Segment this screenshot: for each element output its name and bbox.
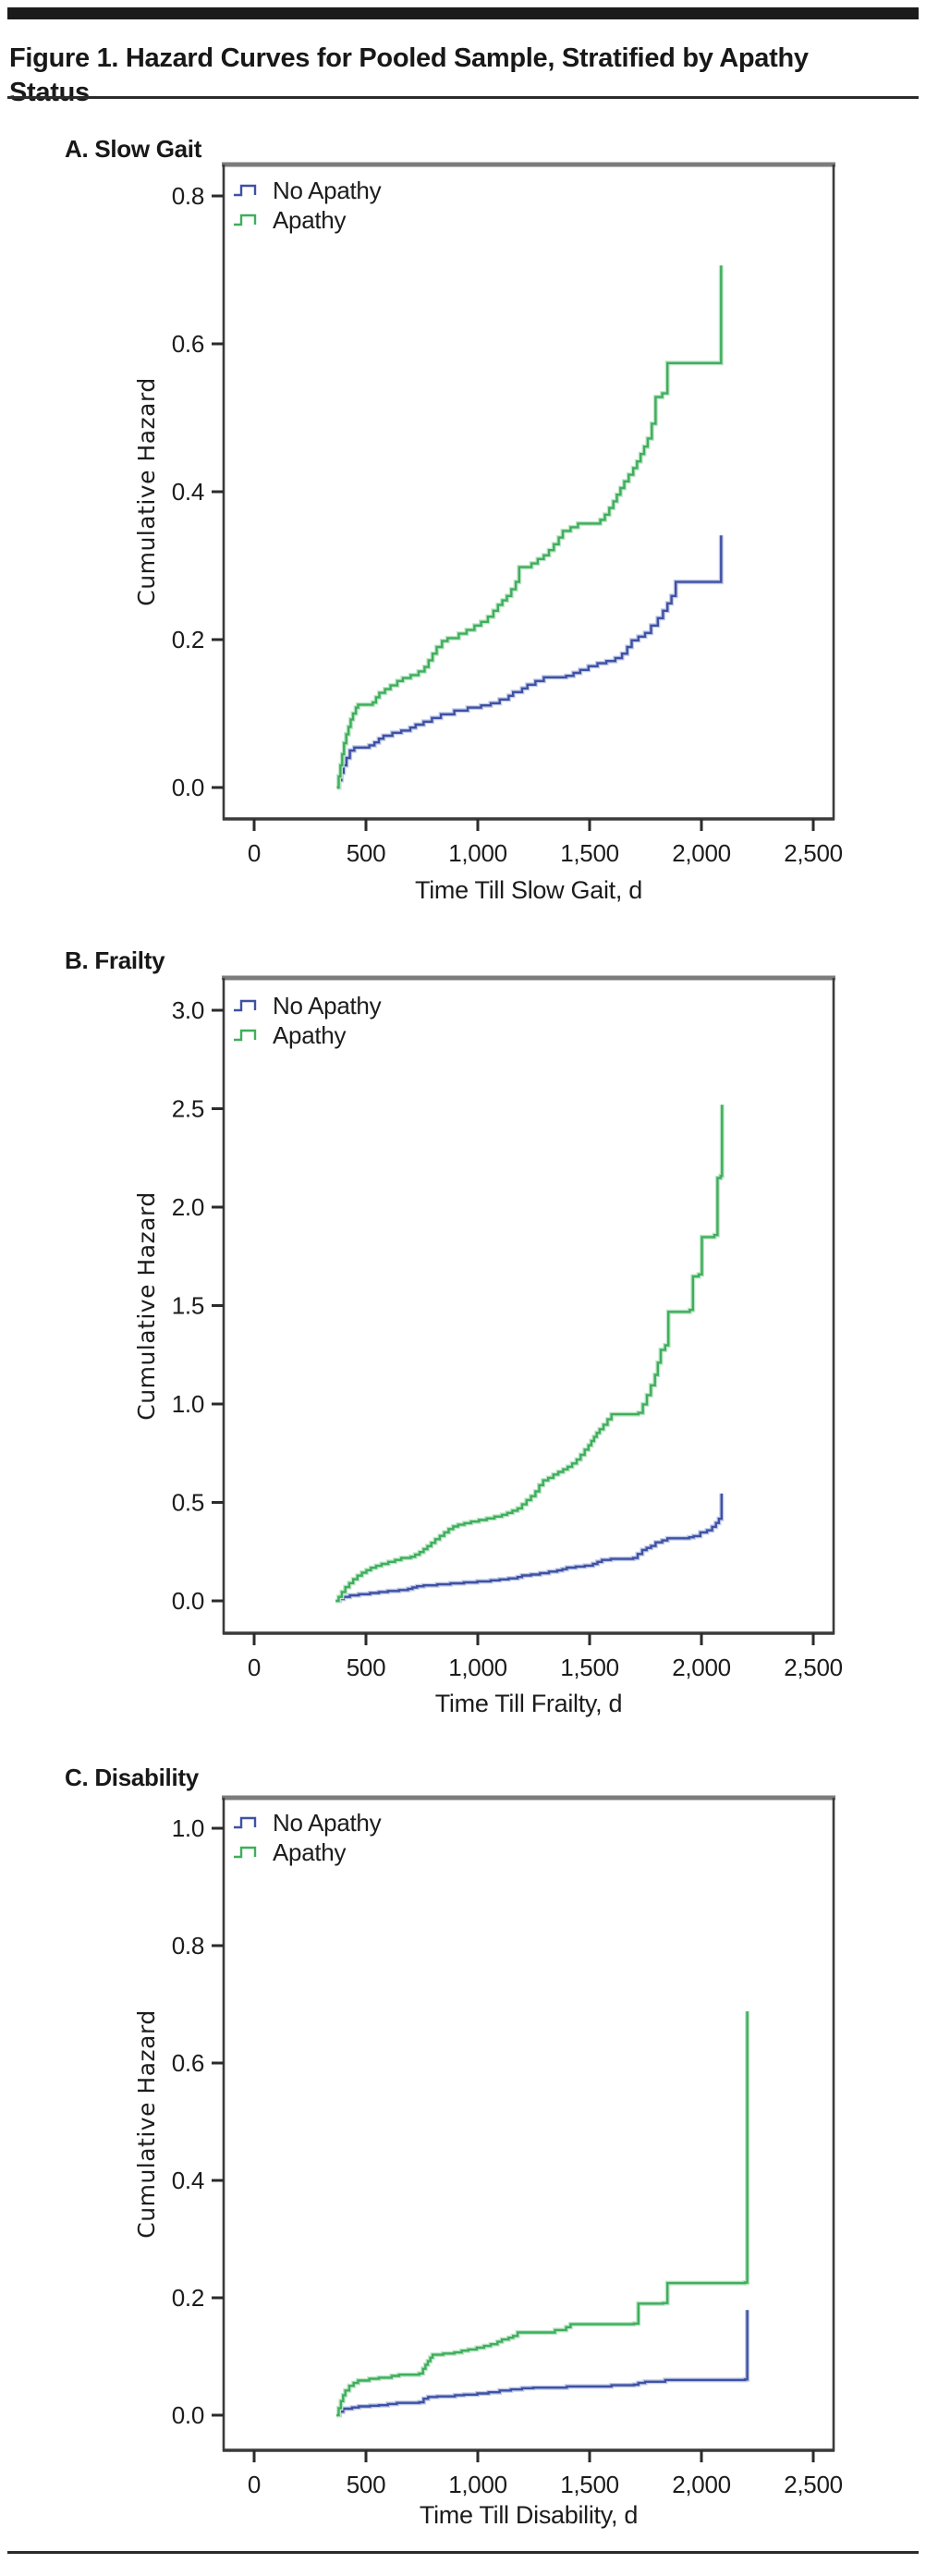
panel-c-heading: C. Disability <box>65 1763 199 1791</box>
tick-label: 0.2 <box>172 626 204 653</box>
legend-label-apathy: Apathy <box>273 205 347 234</box>
panel-c-x-axis-title: Time Till Disability, d <box>419 2501 639 2529</box>
step-line-icon <box>234 214 257 226</box>
legend-item-no-apathy: No Apathy <box>233 176 382 205</box>
tick-label: 500 <box>347 2471 385 2498</box>
panel-a-legend: No Apathy Apathy <box>233 176 382 235</box>
step-line-icon <box>234 1029 257 1042</box>
tick-label: 0 <box>248 1654 261 1681</box>
tick-label: 1,000 <box>448 1654 507 1681</box>
plot-frame <box>222 165 835 821</box>
panel-a-x-axis-title: Time Till Slow Gait, d <box>415 876 642 904</box>
tick-label: 0 <box>248 839 261 867</box>
tick-label: 0.6 <box>172 330 204 358</box>
tick-label: 3.0 <box>172 996 204 1024</box>
legend-label-apathy: Apathy <box>273 1020 347 1049</box>
panel-b-legend: No Apathy Apathy <box>233 991 382 1050</box>
tick-label: 0.0 <box>172 2401 204 2429</box>
tick-label: 0.8 <box>172 1932 204 1959</box>
tick-label: 1,500 <box>560 2471 619 2498</box>
tick-label: 2,500 <box>784 1654 843 1681</box>
panel-b-y-axis-title: Cumulative Hazard <box>133 1191 160 1421</box>
tick-label: 0.4 <box>172 2167 204 2194</box>
panel-b-x-axis-title: Time Till Frailty, d <box>434 1690 623 1717</box>
hazard-curve-apathy <box>336 265 723 789</box>
tick-label: 0.0 <box>172 1587 204 1615</box>
panel-a-y-axis-title: Cumulative Hazard <box>133 377 160 606</box>
tick-label: 1,000 <box>448 839 507 867</box>
tick-label: 500 <box>347 839 385 867</box>
top-black-bar <box>7 7 919 19</box>
tick-label: 1.0 <box>172 1390 204 1418</box>
tick-label: 1,000 <box>448 2471 507 2498</box>
hazard-curve-no_apathy <box>336 2310 749 2417</box>
panel-b-heading: B. Frailty <box>65 946 165 974</box>
tick-label: 0.2 <box>172 2284 204 2312</box>
tick-label: 2,000 <box>672 2471 731 2498</box>
panel-a-heading: A. Slow Gait <box>65 134 202 163</box>
tick-label: 0.5 <box>172 1489 204 1517</box>
tick-label: 1.0 <box>172 1814 204 1842</box>
tick-label: 0.8 <box>172 182 204 210</box>
tick-label: 0.4 <box>172 478 204 506</box>
hazard-curve-no_apathy <box>336 535 723 789</box>
bottom-rule <box>7 2551 919 2554</box>
legend-item-apathy: Apathy <box>233 1020 381 1050</box>
tick-label: 2,500 <box>784 839 843 867</box>
legend-label-no-apathy: No Apathy <box>273 991 382 1019</box>
hazard-curve-halo-no_apathy <box>336 535 724 790</box>
step-line-icon <box>234 1846 257 1859</box>
plot-frame <box>222 1798 835 2452</box>
tick-label: 2,000 <box>672 839 731 867</box>
legend-label-no-apathy: No Apathy <box>273 1808 382 1837</box>
tick-label: 1,500 <box>560 839 619 867</box>
tick-label: 1.5 <box>172 1292 204 1320</box>
panel-c-y-axis-title: Cumulative Hazard <box>133 2009 160 2239</box>
step-line-icon <box>234 999 257 1012</box>
hazard-curve-apathy <box>335 1105 724 1603</box>
step-line-icon <box>234 184 257 197</box>
tick-label: 0 <box>248 2471 261 2498</box>
tick-label: 0.6 <box>172 2049 204 2077</box>
plot-frame <box>222 978 835 1635</box>
hazard-curve-halo-apathy <box>336 2011 750 2418</box>
legend-label-apathy: Apathy <box>273 1837 347 1866</box>
hazard-curve-no_apathy <box>335 1493 723 1603</box>
legend-item-apathy: Apathy <box>233 205 381 235</box>
hazard-curve-apathy <box>336 2011 749 2417</box>
legend-item-no-apathy: No Apathy <box>233 1808 382 1837</box>
hazard-curve-halo-no_apathy <box>336 2310 750 2418</box>
hazard-curve-halo-no_apathy <box>335 1493 725 1604</box>
tick-label: 500 <box>347 1654 385 1681</box>
legend-item-no-apathy: No Apathy <box>233 991 382 1020</box>
hazard-curve-halo-apathy <box>336 265 724 790</box>
tick-label: 1,500 <box>560 1654 619 1681</box>
tick-label: 0.0 <box>172 774 204 801</box>
figure-title: Figure 1. Hazard Curves for Pooled Sampl… <box>9 43 809 108</box>
title-rule <box>7 96 919 99</box>
panel-c-legend: No Apathy Apathy <box>233 1808 382 1867</box>
hazard-curve-halo-apathy <box>335 1105 725 1604</box>
step-line-icon <box>234 1816 257 1829</box>
tick-label: 2,000 <box>672 1654 731 1681</box>
tick-label: 2,500 <box>784 2471 843 2498</box>
legend-label-no-apathy: No Apathy <box>273 176 382 204</box>
tick-label: 2.0 <box>172 1193 204 1221</box>
legend-item-apathy: Apathy <box>233 1837 381 1867</box>
tick-label: 2.5 <box>172 1095 204 1123</box>
